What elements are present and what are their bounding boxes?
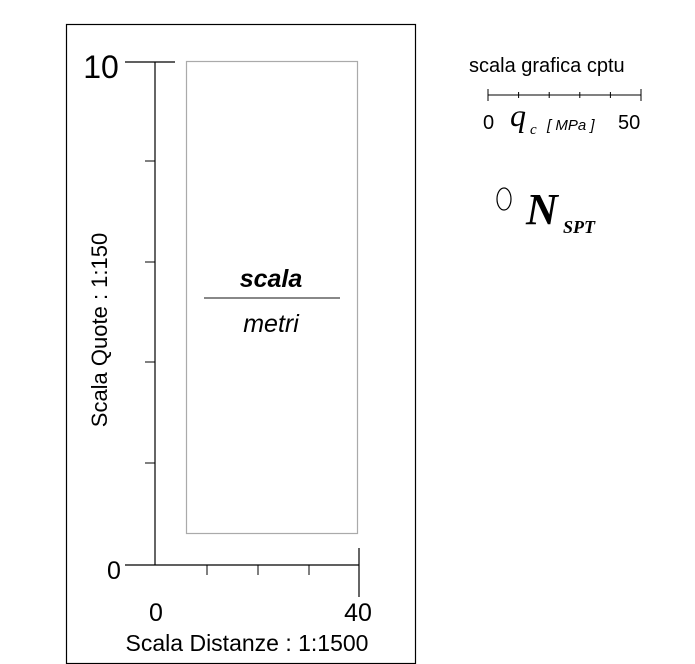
qc-subscript: c bbox=[530, 122, 537, 138]
y-max-label: 10 bbox=[83, 49, 119, 85]
cptu-scale-title: scala grafica cptu bbox=[469, 55, 625, 77]
nspt-marker-icon bbox=[496, 187, 512, 211]
cptu-unit: [ MPa ] bbox=[546, 117, 595, 134]
scale-label-bottom: metri bbox=[243, 310, 300, 338]
section-box bbox=[185, 60, 359, 535]
scale-label-top: scala bbox=[240, 265, 303, 293]
nspt-subscript: SPT bbox=[563, 217, 596, 237]
x-max-label: 40 bbox=[344, 599, 372, 627]
nspt-symbol: N bbox=[525, 185, 560, 234]
x-min-label: 0 bbox=[149, 599, 163, 627]
x-axis-title: Scala Distanze : 1:1500 bbox=[126, 630, 369, 656]
y-min-label: 0 bbox=[107, 557, 121, 585]
cptu-max-label: 50 bbox=[618, 112, 640, 134]
y-axis-title: Scala Quote : 1:150 bbox=[87, 233, 112, 427]
cptu-min-label: 0 bbox=[483, 112, 494, 134]
qc-symbol: q bbox=[510, 97, 526, 133]
